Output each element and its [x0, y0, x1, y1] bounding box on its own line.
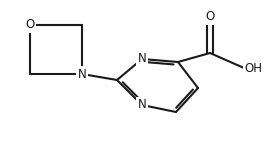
Text: OH: OH [244, 62, 262, 74]
Text: O: O [25, 18, 35, 32]
Text: N: N [138, 53, 146, 66]
Text: N: N [78, 67, 86, 81]
Text: O: O [205, 11, 215, 24]
Text: N: N [138, 99, 146, 111]
